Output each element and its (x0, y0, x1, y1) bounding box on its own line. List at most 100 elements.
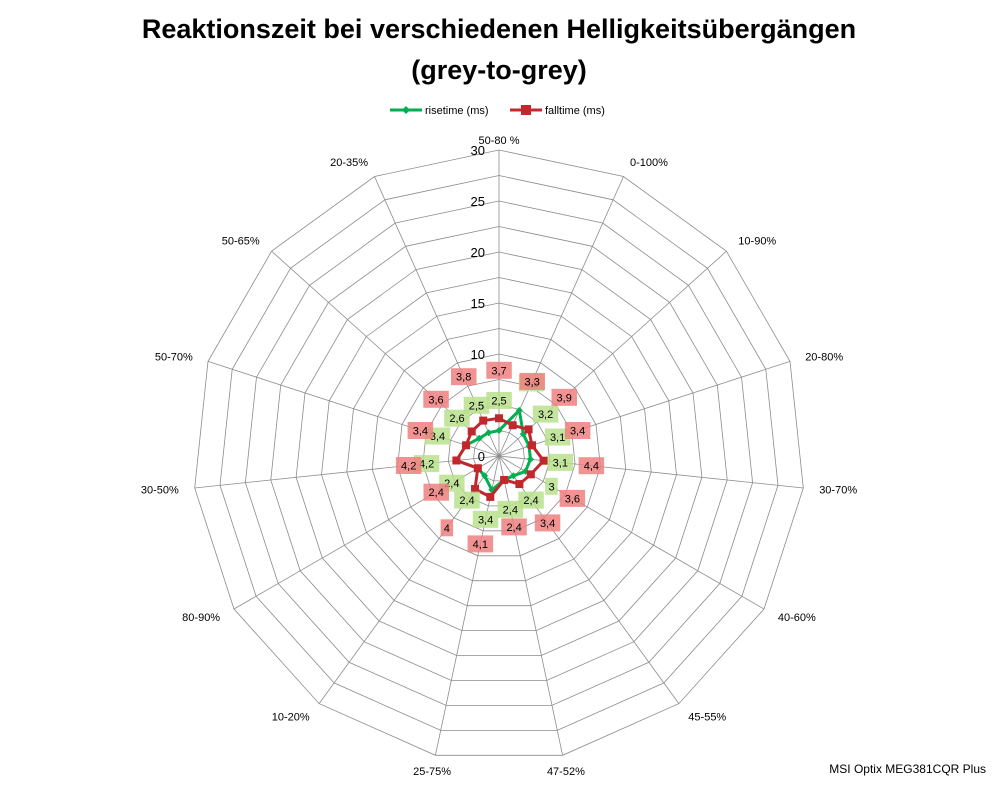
radial-tick-label: 20 (471, 245, 485, 260)
data-point-falltime (539, 456, 548, 465)
data-label-bg-risetime (454, 491, 480, 509)
data-label-bg-falltime (440, 519, 454, 537)
grid-ring (346, 302, 652, 607)
data-label-risetime: 3,1 (550, 432, 565, 444)
data-label-bg-risetime (547, 453, 573, 471)
grid-ring (321, 277, 677, 631)
data-point-risetime (481, 472, 489, 480)
data-point-falltime (452, 456, 461, 465)
data-label-falltime: 2,4 (506, 522, 521, 534)
grid-ring (473, 430, 525, 482)
footer-model-name: MSI Optix MEG381CQR Plus (829, 762, 986, 776)
data-label-falltime: 3,6 (565, 493, 580, 505)
data-point-falltime (495, 414, 503, 423)
data-point-falltime (526, 470, 535, 479)
data-label-bg-falltime (519, 372, 545, 390)
chart-title-line-2: (grey-to-grey) (411, 55, 587, 85)
data-label-falltime: 4,1 (473, 539, 488, 551)
radial-tick-label: 15 (471, 296, 485, 311)
data-label-bg-risetime (472, 510, 499, 528)
data-label-bg-falltime (559, 489, 586, 507)
data-label-risetime: 4,2 (419, 459, 434, 471)
data-label-bg-risetime (545, 477, 558, 495)
category-label: 10-90% (738, 236, 776, 248)
data-label-bg-falltime (467, 535, 494, 553)
data-label-bg-risetime (532, 405, 559, 423)
data-labels: 2,54,93,23,13,132,42,43,42,42,44,23,42,6… (395, 361, 605, 553)
data-label-risetime: 2,6 (449, 413, 464, 425)
grid-ring (219, 175, 779, 731)
data-label-bg-risetime (518, 491, 544, 509)
data-label-bg-falltime (486, 361, 512, 379)
category-labels: 50-80 % 0-100% 10-90% 20-80% 30-70% 40-60% 45-… (141, 135, 857, 778)
data-label-risetime: 2,4 (459, 495, 474, 507)
category-label: 30-50% (141, 485, 179, 497)
data-point-falltime (467, 427, 476, 436)
data-label-bg-falltime (423, 483, 449, 501)
data-point-falltime (515, 480, 524, 489)
grid-ring (244, 200, 754, 706)
data-label-bg-falltime (395, 457, 422, 474)
category-label: 80-90% (182, 612, 220, 624)
data-point-falltime (486, 492, 495, 501)
data-label-falltime: 4 (444, 523, 450, 535)
data-label-risetime: 3 (548, 481, 554, 493)
category-label: 0-100% (630, 157, 668, 169)
category-label: 25-75% (413, 766, 451, 778)
data-series (452, 406, 548, 501)
data-point-falltime (527, 441, 536, 450)
data-point-falltime (524, 425, 533, 434)
category-label: 50-70% (155, 352, 193, 364)
data-label-falltime: 3,4 (413, 426, 428, 438)
grid-ring (194, 149, 804, 756)
grid-ring (397, 353, 601, 557)
category-label: 40-60% (778, 612, 816, 624)
legend-label-falltime: falltime (ms) (545, 105, 605, 117)
data-label-falltime: 3,4 (570, 426, 585, 438)
data-label-risetime: 3,4 (478, 514, 493, 526)
radial-tick-label: 30 (471, 143, 485, 158)
data-label-bg-falltime (564, 422, 591, 439)
data-point-risetime (475, 434, 483, 442)
data-label-risetime: 2,4 (523, 495, 538, 507)
grid-ring (270, 226, 728, 681)
category-label: 10-20% (272, 712, 310, 724)
data-label-bg-falltime (551, 388, 577, 406)
data-point-falltime (473, 464, 482, 473)
data-label-falltime: 4,4 (584, 461, 599, 473)
data-label-falltime: 3,4 (540, 518, 555, 530)
radial-tick-label: 0 (478, 449, 485, 464)
category-label: 47-52% (547, 766, 585, 778)
spoke (207, 361, 500, 457)
spoke (498, 455, 765, 610)
grid-ring (371, 328, 627, 582)
grid-ring (295, 251, 703, 656)
data-label-falltime: 3,9 (557, 392, 572, 404)
data-label-bg-falltime (578, 457, 605, 475)
series-line-risetime (454, 408, 532, 492)
data-point-risetime (495, 427, 503, 434)
chart-title-line-1: Reaktionszeit bei verschiedenen Helligke… (142, 14, 856, 44)
data-label-risetime: 2,5 (491, 396, 506, 408)
data-label-bg-falltime (407, 422, 434, 439)
data-label-bg-falltime (534, 514, 561, 532)
data-label-risetime: 3,2 (538, 409, 553, 421)
category-label: 20-80% (805, 352, 843, 364)
legend-label-risetime: risetime (ms) (425, 105, 489, 117)
data-label-falltime: 3,6 (428, 394, 443, 406)
category-label: 20-35% (330, 157, 368, 169)
data-point-falltime (500, 475, 509, 484)
spoke (435, 455, 500, 756)
legend-marker-risetime (402, 106, 410, 114)
radial-tick-label: 10 (471, 347, 485, 362)
data-label-bg-risetime (544, 428, 571, 446)
data-label-bg-falltime (423, 390, 449, 408)
data-label-risetime: 3,1 (553, 457, 568, 469)
radial-tick-label: 25 (471, 194, 485, 209)
category-label: 45-55% (688, 712, 726, 724)
spoke (498, 250, 727, 457)
data-label-bg-falltime (501, 518, 527, 536)
legend-marker-falltime (521, 105, 531, 115)
data-label-risetime: 2,4 (503, 504, 518, 516)
